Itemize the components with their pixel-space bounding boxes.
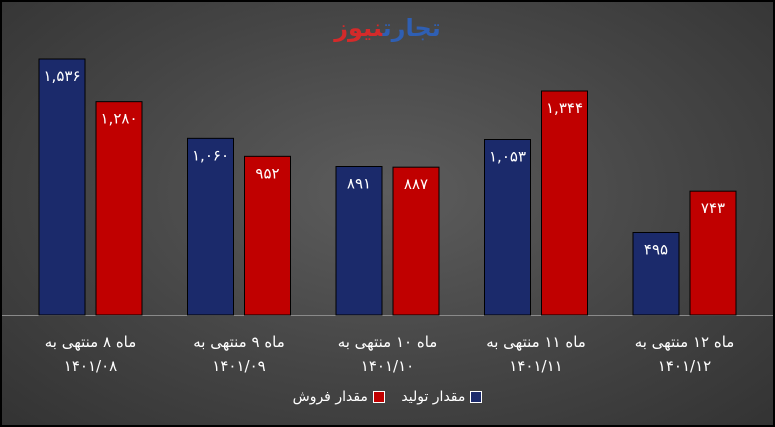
legend-swatch-production bbox=[470, 391, 483, 403]
data-label-sales-2: ۹۵۲ bbox=[255, 164, 279, 182]
bar-production-5 bbox=[632, 232, 680, 316]
category-label-4-line-1: ماه ۱۱ منتهی به bbox=[486, 333, 586, 351]
data-label-production-3: ۸۹۱ bbox=[347, 175, 371, 193]
category-label-2-line-2: ۱۴۰۱/۰۹ bbox=[212, 357, 265, 375]
data-label-sales-3: ۸۸۷ bbox=[404, 175, 428, 193]
category-label-5-line-1: ماه ۱۲ منتهی به bbox=[635, 333, 735, 351]
category-label-1-line-2: ۱۴۰۱/۰۸ bbox=[64, 357, 117, 375]
bar-sales-3 bbox=[392, 166, 440, 316]
data-label-production-2: ۱,۰۶۰ bbox=[192, 146, 229, 164]
brand-logo: تجارتنیوز bbox=[2, 14, 773, 42]
category-label-2-line-1: ماه ۹ منتهی به bbox=[193, 333, 285, 351]
category-label-3-line-1: ماه ۱۰ منتهی به bbox=[338, 333, 438, 351]
logo-part-1: تجارت bbox=[382, 14, 441, 42]
logo-part-2: نیوز bbox=[334, 14, 383, 42]
legend-item-sales: مقدار فروش bbox=[293, 389, 385, 405]
category-label-1-line-1: ماه ۸ منتهی به bbox=[45, 333, 137, 351]
bar-production-1 bbox=[38, 58, 86, 316]
legend: مقدار تولید مقدار فروش bbox=[2, 389, 773, 407]
data-label-sales-1: ۱,۲۸۰ bbox=[101, 110, 138, 128]
data-label-sales-4: ۱,۳۴۴ bbox=[546, 99, 583, 117]
legend-item-production: مقدار تولید bbox=[401, 389, 483, 405]
legend-swatch-sales bbox=[372, 391, 385, 403]
bar-production-4 bbox=[484, 139, 531, 316]
data-label-production-4: ۱,۰۵۳ bbox=[489, 148, 526, 166]
data-label-sales-5: ۷۴۳ bbox=[701, 199, 725, 217]
bar-sales-5 bbox=[689, 190, 737, 316]
category-label-3-line-2: ۱۴۰۱/۱۰ bbox=[361, 357, 414, 375]
legend-label-sales: مقدار فروش bbox=[292, 389, 368, 405]
category-label-4-line-2: ۱۴۰۱/۱۱ bbox=[509, 357, 562, 375]
category-label-5-line-2: ۱۴۰۱/۱۲ bbox=[658, 357, 711, 375]
bar-sales-2 bbox=[244, 155, 291, 316]
bar-production-2 bbox=[187, 137, 234, 316]
data-label-production-1: ۱,۵۳۶ bbox=[44, 67, 81, 85]
data-label-production-5: ۴۹۵ bbox=[644, 241, 668, 259]
legend-label-production: مقدار تولید bbox=[401, 389, 466, 405]
bar-sales-1 bbox=[95, 101, 143, 316]
bar-production-3 bbox=[335, 166, 383, 316]
bar-sales-4 bbox=[541, 90, 588, 316]
